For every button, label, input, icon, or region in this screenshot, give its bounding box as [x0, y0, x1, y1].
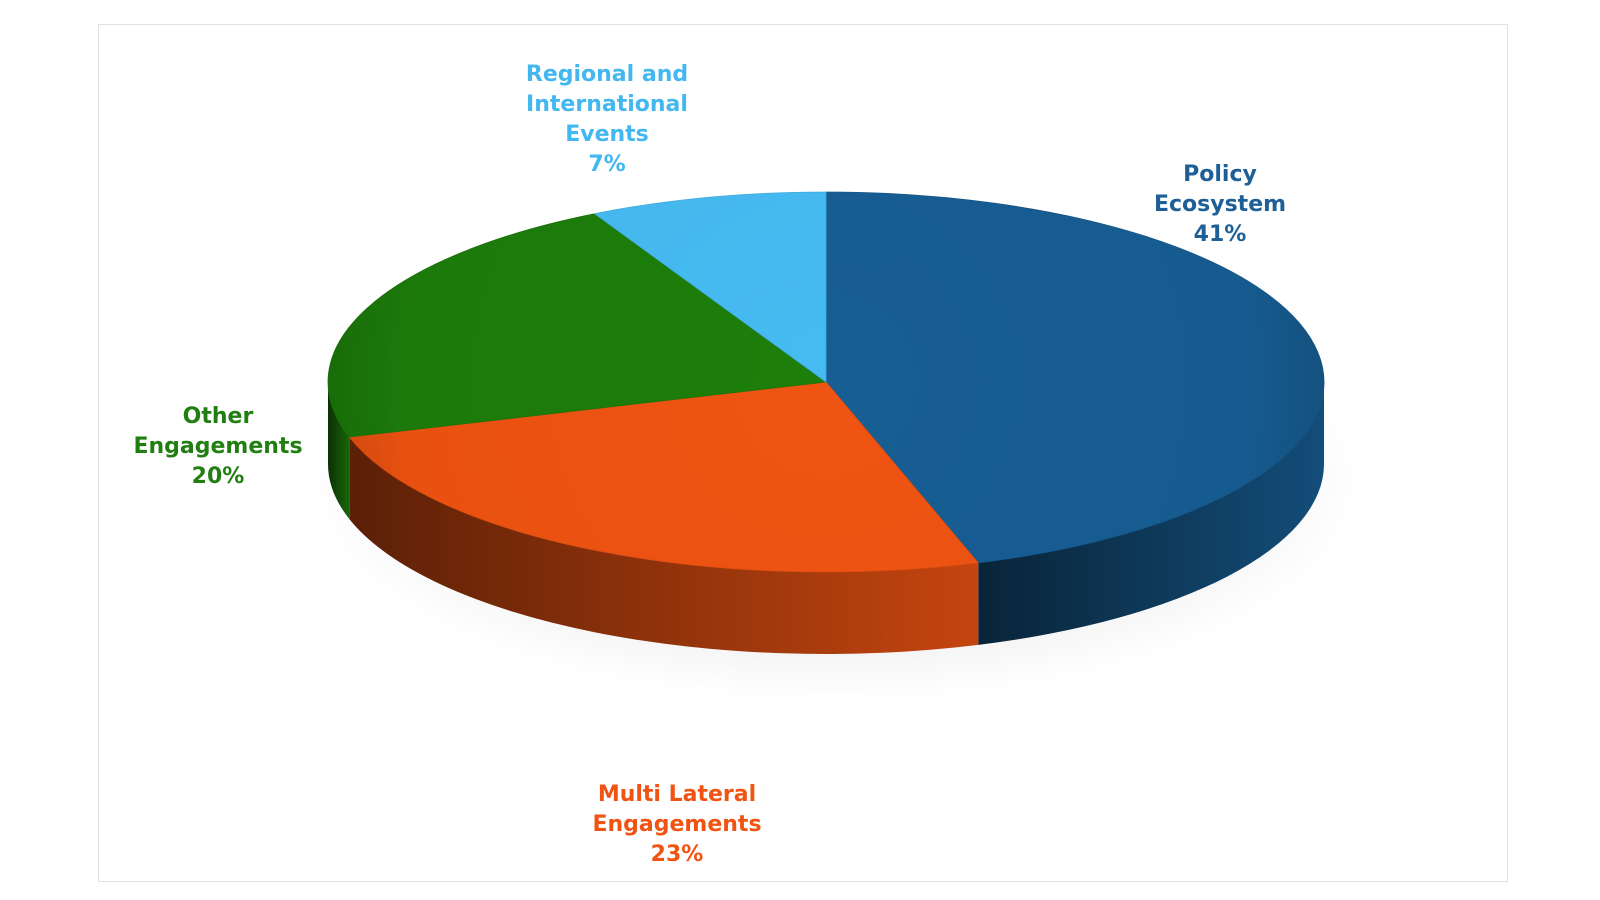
- slice-label-policy-ecosystem: Policy Ecosystem 41%: [1153, 162, 1287, 247]
- pie-side-0: [978, 382, 1324, 645]
- pie-slice-0: [825, 191, 1325, 564]
- pie-side-walls: [328, 382, 1324, 654]
- pie-side-1: [349, 436, 979, 654]
- pie-slice-1: [348, 381, 980, 573]
- pie-top: [327, 191, 1325, 573]
- pie-slice-3: [593, 191, 827, 383]
- pie-slice-2: [327, 213, 828, 438]
- slice-label-regional-and-international-events: Regional and International Events 7%: [525, 62, 689, 177]
- slice-label-other-engagements: Other Engagements 20%: [133, 404, 303, 489]
- slice-label-multi-lateral-engagements: Multi Lateral Engagements 23%: [592, 782, 762, 867]
- pie-side-2: [328, 382, 350, 519]
